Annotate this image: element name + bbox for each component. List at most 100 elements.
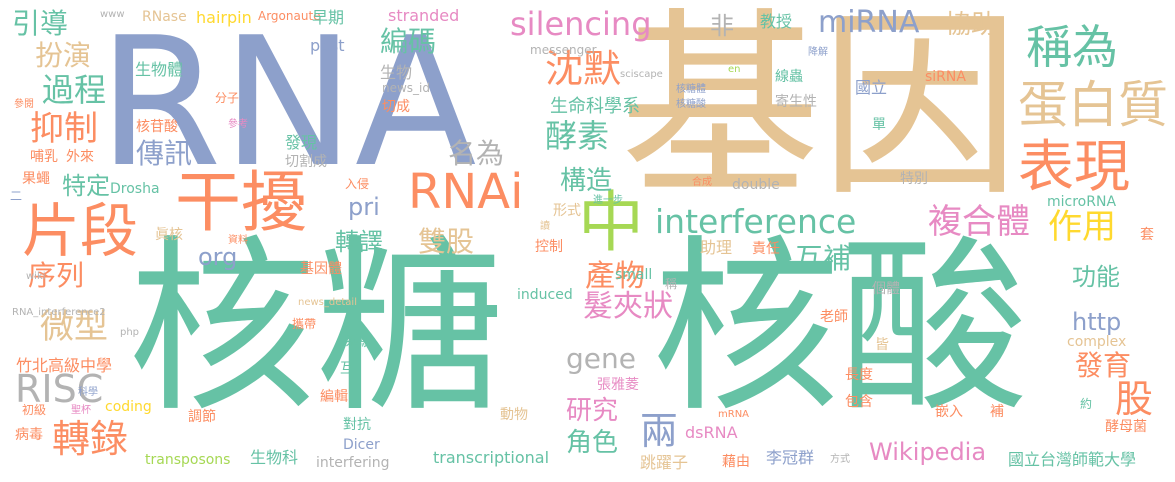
word-xiedai: 攜帶: [292, 317, 317, 331]
word-chanwu: 產物: [585, 259, 645, 294]
word-jiaoshou: 教授: [760, 12, 793, 31]
word-rnase: RNase: [142, 9, 187, 25]
word-tao: 套: [1140, 227, 1154, 243]
word-xitong: 系統: [345, 334, 373, 350]
word-du: 讀: [540, 221, 550, 232]
word-fei: 非: [710, 12, 734, 40]
word-fangshi: 方式: [830, 454, 850, 465]
word-jiyinti: 基因體: [300, 261, 342, 277]
word-guoying: 果蠅: [22, 171, 50, 187]
word-xiezhu: 協助: [945, 10, 998, 40]
word-liang: 兩: [640, 409, 679, 453]
word-complex: complex: [1067, 334, 1127, 350]
word-teding: 特定: [62, 172, 110, 200]
word-org: org: [198, 243, 238, 271]
word-hubu: 互補: [795, 242, 852, 275]
word-changdu: 長度: [845, 367, 873, 383]
word-qiecheng: 切成: [382, 99, 410, 115]
word-tebie: 特別: [900, 171, 928, 187]
word-pri: pri: [348, 193, 380, 221]
word-juese: 角色: [566, 428, 619, 458]
word-shengmingkexuexi: 生命科學系: [550, 96, 640, 117]
word-hegansuan: 核苷酸: [136, 119, 178, 135]
word-wailai: 外來: [66, 149, 94, 165]
word-ziliao: 資料: [228, 235, 248, 246]
word-kongzhi: 控制: [535, 239, 563, 255]
word-laoshi: 老師: [820, 309, 848, 325]
word-kexue: 科學: [78, 387, 98, 398]
word-jieyou: 藉由: [722, 454, 750, 470]
word-jiaosu: 酵素: [545, 117, 610, 155]
word-xingshi: 形式: [553, 203, 581, 219]
word-yue: 約: [1080, 397, 1093, 411]
word-post: post: [310, 36, 345, 55]
word-guocheng: 過程: [42, 71, 107, 109]
word-canyue: 參閱: [14, 99, 34, 110]
word-mrna: mRNA: [718, 409, 750, 420]
word-dongwu: 動物: [500, 407, 528, 423]
word-chengwei: 稱為: [1026, 20, 1118, 74]
word-jie: 皆: [875, 337, 889, 353]
word-liguanqun: 李冠群: [766, 448, 815, 467]
word-coding: coding: [105, 399, 152, 415]
word-mirna: miRNA: [818, 5, 920, 40]
word-faxian: 發現: [285, 133, 318, 152]
word-yindao: 引導: [12, 7, 69, 40]
word-zaoqi: 早期: [312, 8, 345, 27]
word-tiaojie: 調節: [188, 409, 216, 425]
word-zhenhe: 眞核: [155, 227, 183, 243]
word-hetangti: 核糖體: [676, 84, 706, 95]
word-rna: RNA: [98, 0, 477, 206]
word-induced: induced: [517, 287, 573, 303]
word-en: en: [728, 64, 741, 75]
word-yanjiu: 研究: [566, 396, 619, 426]
word-rna-interference2: RNA_interference2: [12, 307, 106, 318]
word-zhuanyi: 轉譯: [335, 228, 383, 256]
word-stranded: stranded: [388, 6, 460, 25]
word-http: http: [1072, 308, 1122, 336]
word-microrna: microRNA: [1047, 194, 1117, 210]
word-xulie: 序列: [28, 259, 85, 292]
word-argonaute: Argonaute: [258, 9, 321, 23]
word-gene: gene: [566, 342, 636, 375]
word-gu: 股: [1115, 377, 1154, 421]
word-hu: 互: [340, 361, 354, 377]
word-drosha: Drosha: [110, 181, 160, 197]
word-geti: 個體: [872, 281, 900, 297]
word-hecheng: 合成: [692, 177, 712, 188]
word-gouzao: 構造: [560, 166, 613, 196]
word-qianru: 嵌入: [935, 404, 963, 420]
word-hetang: 核糖: [128, 219, 504, 438]
word-jiyin: 基因: [620, 0, 1021, 224]
word-cheng: 稱: [665, 277, 678, 291]
word-banyan: 扮演: [35, 39, 92, 72]
word-qiegecheng: 切割成: [285, 154, 327, 170]
word-ganrao: 干擾: [175, 164, 307, 241]
word-fenzi: 分子: [215, 91, 240, 105]
word-mingwei: 名為: [448, 137, 505, 170]
word-zhuli: 助理: [700, 238, 733, 257]
word-er: 二: [10, 189, 23, 203]
word-wiki: wiki: [26, 271, 46, 282]
word-buru: 哺乳: [30, 149, 58, 165]
word-bianji: 編輯: [320, 389, 348, 405]
word-silencing: silencing: [510, 5, 652, 43]
word-zhangyaling: 張雅菱: [597, 377, 639, 393]
word-yizhi: 抑制: [30, 109, 98, 149]
word-jinyibu: 進一步: [593, 195, 623, 206]
word-shuanggu: 雙股: [418, 225, 475, 258]
word-zhubei: 竹北高級中學: [16, 356, 113, 375]
word-pianduan: 片段: [22, 197, 139, 265]
word-cankao: 參考: [228, 119, 248, 130]
word-bianma: 編碼: [380, 25, 437, 58]
word-chuanxun: 傳訊: [136, 137, 193, 170]
word-risc: RISC: [15, 367, 104, 411]
word-dsrna: dsRNA: [685, 423, 738, 442]
word-sciscape: sciscape: [620, 69, 663, 80]
word-guoli: 國立: [855, 78, 888, 97]
word-bingdu: 病毒: [15, 427, 43, 443]
word-messenger: messenger: [530, 43, 597, 57]
word-jiaomujun: 酵母菌: [1105, 419, 1147, 435]
word-interfering: interfering: [316, 455, 390, 471]
